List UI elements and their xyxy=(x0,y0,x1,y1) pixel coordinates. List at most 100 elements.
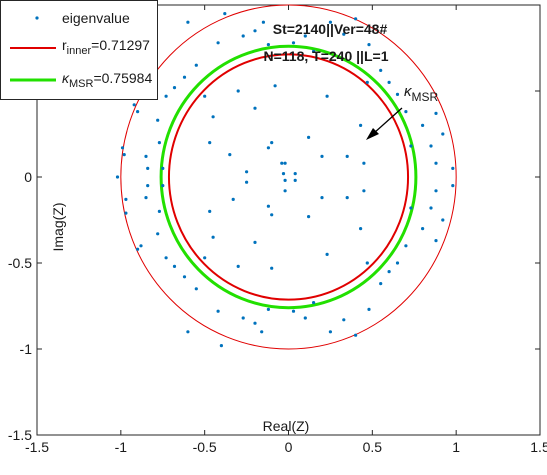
eigenvalue-point xyxy=(216,309,220,313)
legend-label-kappa-msr: κMSR=0.75984 xyxy=(62,70,152,90)
annotation-arrowhead xyxy=(366,128,379,140)
eigenvalue-point xyxy=(253,29,257,33)
eigenvalue-point xyxy=(280,161,284,165)
annotation-subscript: MSR xyxy=(412,90,439,104)
eigenvalue-point xyxy=(325,94,329,98)
eigenvalue-point xyxy=(441,218,445,222)
eigenvalue-point xyxy=(409,144,413,148)
eigenvalue-point xyxy=(281,172,286,176)
legend: eigenvalue rinner=0.71297 κMSR=0.75984 xyxy=(0,0,158,100)
legend-r-main: r xyxy=(62,37,67,53)
eigenvalue-point xyxy=(156,118,160,122)
eigenvalue-point xyxy=(429,206,433,210)
eigenvalue-point xyxy=(379,282,383,286)
eigenvalue-point xyxy=(291,41,296,45)
title-line-2: N=118, T=240 ||L=1 xyxy=(264,48,389,64)
eigenvalue-point xyxy=(231,197,235,201)
legend-entry-eigenvalue: eigenvalue xyxy=(35,10,130,26)
eigenvalue-point xyxy=(429,144,433,148)
eigenvalue-point xyxy=(253,240,257,244)
x-tick-label: -0.5 xyxy=(193,439,217,455)
eigenvalue-point xyxy=(307,215,311,219)
eigenvalue-point xyxy=(291,309,296,313)
legend-label-r-inner: rinner=0.71297 xyxy=(62,37,150,57)
eigenvalue-point xyxy=(270,213,274,217)
eigenvalue-point xyxy=(328,20,332,24)
annotation-label: κMSR xyxy=(404,83,439,104)
eigenvalue-point xyxy=(283,161,287,165)
eigenvalue-point xyxy=(303,316,307,320)
eigenvalue-point xyxy=(194,287,198,291)
eigenvalue-point xyxy=(164,94,168,98)
eigenvalue-point xyxy=(216,41,220,45)
eigenvalue-point xyxy=(312,49,316,54)
eigenvalue-point xyxy=(161,166,165,170)
x-tick-label: -1 xyxy=(115,439,128,455)
eigenvalue-point xyxy=(283,178,287,182)
eigenvalue-point xyxy=(328,330,332,334)
y-tick-label: 0 xyxy=(24,169,32,185)
eigenvalue-point xyxy=(379,68,383,72)
y-tick-label: -1.5 xyxy=(8,427,32,443)
eigenvalue-point xyxy=(395,261,400,265)
eigenvalue-point xyxy=(136,110,140,114)
eigenvalue-point xyxy=(124,211,128,215)
eigenvalue-point xyxy=(157,209,161,213)
x-axis-label: Real(Z) xyxy=(263,418,310,434)
eigenvalue-point xyxy=(236,264,240,268)
eigenvalue-point xyxy=(186,20,190,24)
eigenvalue-point xyxy=(293,178,297,182)
eigenvalue-point xyxy=(266,146,270,150)
legend-marker-eigenvalue xyxy=(35,16,39,20)
eigenvalue-point xyxy=(409,206,413,210)
eigenvalue-point xyxy=(342,32,346,36)
eigenvalue-point xyxy=(146,166,150,170)
eigenvalue-point xyxy=(359,227,363,231)
eigenvalue-point xyxy=(270,141,274,145)
legend-box xyxy=(0,0,158,100)
eigenvalue-point xyxy=(441,132,445,136)
eigenvalue-point xyxy=(273,84,277,88)
eigenvalue-point xyxy=(157,141,161,145)
eigenvalue-point xyxy=(434,111,438,115)
eigenvalue-point xyxy=(172,86,177,90)
eigenvalue-point xyxy=(434,161,438,165)
eigenvalue-point xyxy=(451,184,455,188)
eigenvalue-point xyxy=(241,34,245,38)
eigenvalue-point xyxy=(253,106,257,110)
x-tick-label: 0.5 xyxy=(363,439,383,455)
circle-r_inner xyxy=(167,53,410,301)
eigenvalue-point xyxy=(320,196,324,200)
eigenvalue-point xyxy=(451,166,455,170)
eigenvalue-point xyxy=(260,330,264,334)
y-axis-label: Imag(Z) xyxy=(50,203,66,252)
eigenvalue-point xyxy=(312,301,316,305)
eigenvalue-point xyxy=(161,184,165,188)
eigenvalue-point xyxy=(404,110,408,114)
eigenvalue-point xyxy=(421,123,425,127)
eigenvalue-point xyxy=(124,197,128,201)
x-tick-label: 1 xyxy=(452,439,460,455)
eigenvalue-point xyxy=(354,333,358,337)
eigenvalue-points xyxy=(115,12,455,348)
circle-kappa_msr xyxy=(159,44,418,310)
eigenvalue-point xyxy=(387,80,391,84)
eigenvalue-point xyxy=(144,196,148,200)
eigenvalue-point xyxy=(228,153,232,157)
y-tick-label: -1 xyxy=(20,341,33,357)
eigenvalue-point xyxy=(219,344,223,348)
eigenvalue-point xyxy=(156,232,160,236)
eigenvalue-point xyxy=(266,204,270,208)
eigenvalue-point xyxy=(122,153,126,157)
eigenvalue-point xyxy=(245,180,249,184)
eigenvalue-point xyxy=(395,92,400,96)
eigenvalue-point xyxy=(146,184,150,188)
eigenvalue-point xyxy=(387,270,391,274)
eigenvalue-point xyxy=(325,252,329,256)
eigenvalue-point xyxy=(194,63,198,67)
eigenvalue-point xyxy=(203,256,207,260)
eigenvalue-point xyxy=(421,227,425,231)
eigenvalue-point xyxy=(241,316,245,320)
eigenvalue-point xyxy=(293,172,297,176)
